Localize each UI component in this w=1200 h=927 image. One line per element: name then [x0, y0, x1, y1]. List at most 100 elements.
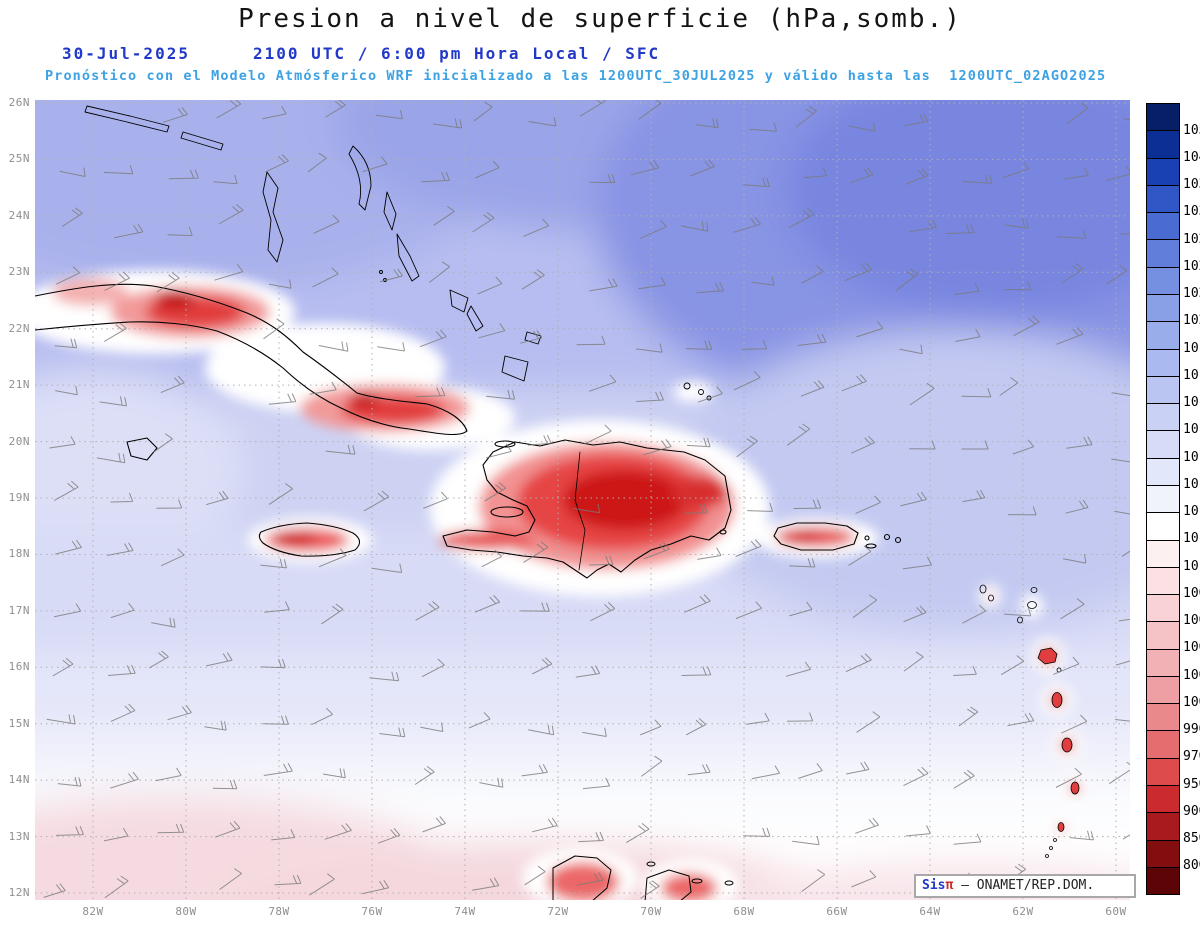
- colorbar-label: 1002: [1183, 667, 1200, 683]
- colorbar-segment: [1147, 348, 1179, 376]
- lon-label: 78W: [268, 905, 290, 918]
- colorbar-label: 1014: [1183, 476, 1200, 492]
- model-init-line: Pronóstico con el Modelo Atmósferico WRF…: [45, 68, 1107, 84]
- colorbar-segment: [1147, 130, 1179, 158]
- lat-label: 25N: [8, 152, 30, 166]
- lon-label: 66W: [826, 905, 848, 918]
- colorbar-label: 1015: [1183, 449, 1200, 465]
- virgin-island: [883, 533, 891, 541]
- coastlines: [35, 105, 1080, 900]
- lon-label: 60W: [1105, 905, 1127, 918]
- colorbar-segment: [1147, 594, 1179, 622]
- colorbar-label: 850: [1183, 831, 1200, 847]
- guajira-peninsula: [552, 855, 612, 900]
- colorbar-segment: [1147, 785, 1179, 813]
- colorbar-segment: [1147, 566, 1179, 595]
- pressure-colorbar: [1146, 103, 1180, 895]
- pressure-map-canvas: [35, 100, 1130, 900]
- lon-label: 68W: [733, 905, 755, 918]
- colorbar-label: 970: [1183, 749, 1200, 765]
- colorbar-segment: [1147, 812, 1179, 840]
- colorbar-segment: [1147, 457, 1179, 485]
- colorbar-label: 1008: [1183, 585, 1200, 601]
- colorbar-label: 1020: [1183, 313, 1200, 329]
- curacao-island: [691, 878, 703, 884]
- lat-label: 26N: [8, 96, 30, 109]
- lat-label: 24N: [8, 208, 30, 222]
- lon-label: 80W: [175, 905, 197, 918]
- grid-lines: [35, 100, 1130, 900]
- island-heat-lows: [35, 270, 1088, 900]
- attribution-box: Sisπ – ONAMET/REP.DOM.: [914, 874, 1136, 898]
- colorbar-segment: [1147, 484, 1179, 513]
- colorbar-segment: [1147, 266, 1179, 294]
- lat-label: 19N: [8, 491, 30, 504]
- lon-label: 70W: [640, 905, 662, 918]
- bonaire-island: [724, 880, 734, 886]
- colorbar-segment: [1147, 757, 1179, 786]
- colorbar-label: 1025: [1183, 258, 1200, 274]
- attribution-brand: Sis: [922, 878, 946, 893]
- colorbar-segment: [1147, 539, 1179, 567]
- colorbar-label: 1000: [1183, 694, 1200, 710]
- forecast-date: 30-Jul-2025: [62, 44, 190, 63]
- colorbar-label: 1019: [1183, 340, 1200, 356]
- colorbar-label: 1017: [1183, 395, 1200, 411]
- lon-label: 72W: [547, 905, 569, 918]
- colorbar-label: 1050: [1183, 122, 1200, 138]
- lat-label: 22N: [8, 321, 30, 335]
- colorbar-segment: [1147, 403, 1179, 431]
- colorbar-label: 1022: [1183, 286, 1200, 302]
- colorbar-segment: [1147, 839, 1179, 867]
- forecast-time: 2100 UTC / 6:00 pm Hora Local / SFC: [253, 44, 661, 63]
- wind-barbs: [43, 100, 1130, 899]
- tortue-island: [494, 440, 516, 448]
- lon-label: 82W: [82, 905, 104, 918]
- colorbar-label: 1035: [1183, 177, 1200, 193]
- colorbar-segment: [1147, 512, 1179, 540]
- puerto-rico-coastline: [773, 522, 859, 551]
- jamaica-coastline: [258, 522, 361, 557]
- lon-label: 64W: [919, 905, 941, 918]
- lat-label: 20N: [8, 434, 30, 448]
- lon-label: 62W: [1012, 905, 1034, 918]
- lat-label: 18N: [8, 547, 30, 561]
- colorbar-segment: [1147, 104, 1179, 131]
- colorbar-segment: [1147, 184, 1179, 213]
- colorbar-label: 1012: [1183, 531, 1200, 547]
- isla-juventud: [126, 437, 158, 461]
- haiti-dr-border: [574, 451, 586, 571]
- colorbar-label: 950: [1183, 776, 1200, 792]
- attribution-pi-symbol: π: [945, 878, 954, 893]
- colorbar-segment: [1147, 293, 1179, 322]
- lat-label: 16N: [8, 660, 30, 674]
- page-title: Presion a nivel de superficie (hPa,somb.…: [238, 4, 962, 34]
- colorbar-label: 1040: [1183, 149, 1200, 165]
- colorbar-segment: [1147, 703, 1179, 731]
- lat-label: 17N: [8, 603, 30, 617]
- colorbar-segment: [1147, 648, 1179, 676]
- lat-label: 14N: [8, 773, 30, 787]
- hispaniola-coastline: [442, 439, 732, 579]
- colorbar-segment: [1147, 675, 1179, 704]
- lat-label: 23N: [8, 265, 30, 279]
- colorbar-segment: [1147, 157, 1179, 185]
- attribution-text: – ONAMET/REP.DOM.: [953, 878, 1095, 893]
- colorbar-label: 1004: [1183, 640, 1200, 656]
- colorbar-label: 1006: [1183, 613, 1200, 629]
- colorbar-segment: [1147, 239, 1179, 267]
- colorbar-label: 1030: [1183, 204, 1200, 220]
- colorbar-segment: [1147, 430, 1179, 458]
- colorbar-segment: [1147, 375, 1179, 404]
- colorbar-label: 1018: [1183, 367, 1200, 383]
- lon-label: 74W: [454, 905, 476, 918]
- vieques-island: [865, 543, 877, 549]
- colorbar-label: 1016: [1183, 422, 1200, 438]
- colorbar-segment: [1147, 621, 1179, 649]
- colorbar-label: 1013: [1183, 504, 1200, 520]
- south-american-coast: [552, 855, 734, 900]
- virgin-island: [894, 536, 902, 544]
- lat-label: 15N: [8, 716, 30, 730]
- lat-label: 21N: [8, 378, 30, 392]
